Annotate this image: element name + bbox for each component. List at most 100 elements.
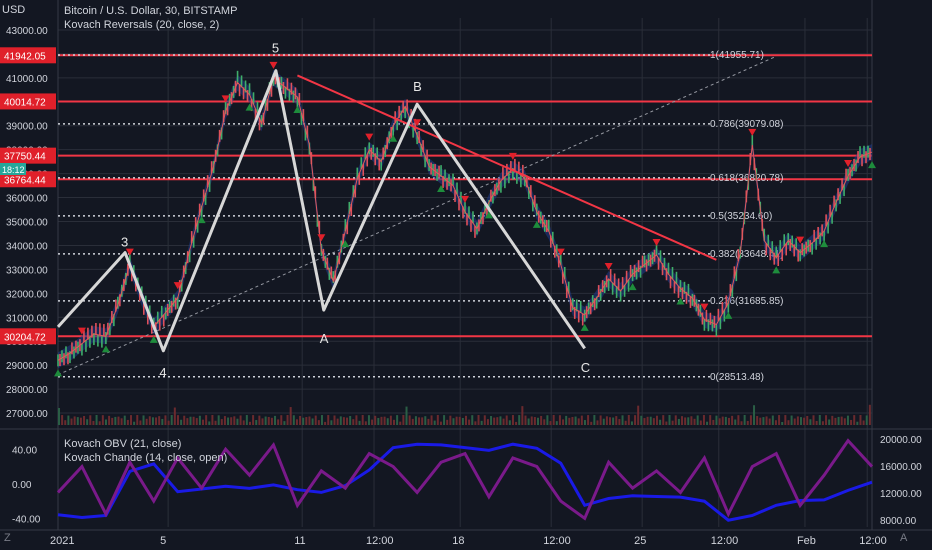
- volume-bar: [151, 417, 154, 425]
- volume-bar: [853, 415, 856, 425]
- volume-bar: [364, 421, 367, 425]
- volume-bar: [408, 415, 411, 425]
- y-tick-label: 33000.00: [6, 265, 48, 276]
- volume-bar: [690, 416, 693, 425]
- price-tag-label: 41942.05: [4, 51, 46, 62]
- volume-bar: [825, 415, 828, 425]
- volume-bar: [493, 417, 496, 425]
- volume-bar: [599, 415, 602, 425]
- x-tick-label: 11: [294, 535, 305, 547]
- timezone-icon[interactable]: Z: [4, 532, 11, 544]
- volume-bar: [746, 420, 749, 425]
- volume-bar: [543, 419, 546, 425]
- volume-bar: [270, 417, 273, 425]
- countdown-bg: [0, 163, 26, 175]
- volume-bar: [533, 417, 536, 425]
- wave-label: A: [320, 331, 329, 346]
- obv-tick-label: 20000.00: [880, 435, 922, 446]
- fib-label: 0.618(36820.78): [710, 173, 783, 184]
- price-line: [57, 76, 873, 361]
- volume-bar: [505, 415, 508, 425]
- volume-bar: [358, 420, 361, 425]
- volume-bar: [596, 420, 599, 425]
- volume-bar: [637, 405, 640, 425]
- volume-bar: [133, 421, 136, 425]
- price-tag-bg: [0, 328, 56, 345]
- volume-bar: [809, 419, 812, 425]
- volume-bar: [781, 421, 784, 425]
- volume-bar: [803, 417, 806, 425]
- volume-bar: [205, 415, 208, 425]
- y-tick-label: 35000.00: [6, 218, 48, 229]
- volume-bar: [859, 415, 862, 425]
- reversal-down-marker: [221, 95, 230, 103]
- volume-bar: [665, 421, 668, 425]
- volume-bar: [58, 408, 60, 425]
- volume-bar: [86, 419, 89, 425]
- volume-bar: [361, 415, 364, 425]
- price-tag-bg: [0, 93, 56, 110]
- volume-bar: [170, 415, 173, 425]
- volume-bar: [580, 415, 583, 425]
- volume-bar: [142, 415, 145, 425]
- chande-tick-label: 40.00: [12, 445, 37, 456]
- volume-bar: [590, 421, 593, 425]
- volume-bar: [480, 420, 483, 425]
- x-tick-label: 12:00: [366, 535, 394, 547]
- volume-bar: [104, 419, 107, 425]
- volume-bar: [662, 415, 665, 425]
- volume-bar: [101, 415, 104, 425]
- volume-bar: [148, 416, 151, 425]
- volume-bar: [414, 416, 417, 425]
- volume-bar: [706, 421, 709, 425]
- volume-bar: [76, 417, 79, 425]
- volume-bar: [311, 418, 314, 425]
- volume-bar: [846, 415, 849, 425]
- reversal-up-marker: [820, 240, 829, 248]
- volume-bar: [558, 415, 561, 425]
- volume-bar: [605, 416, 608, 425]
- currency-label[interactable]: USD: [2, 4, 26, 16]
- indicator-obv: Kovach OBV (21, close): [64, 438, 182, 450]
- volume-bar: [333, 415, 336, 425]
- volume-bar: [828, 419, 831, 425]
- volume-bar: [537, 417, 540, 425]
- volume-bar: [868, 404, 871, 425]
- volume-bar: [449, 415, 452, 425]
- volume-bar: [587, 415, 590, 425]
- volume-bar: [274, 415, 277, 425]
- volume-bar: [317, 420, 320, 425]
- volume-bar: [267, 416, 270, 425]
- volume-bar: [465, 415, 467, 425]
- volume-bar: [73, 416, 76, 425]
- volume-bar: [511, 415, 514, 425]
- volume-bar: [302, 417, 305, 425]
- volume-bar: [527, 418, 530, 425]
- indicator-reversals: Kovach Reversals (20, close, 2): [64, 19, 220, 31]
- fib-label: 0.5(35234.60): [710, 211, 772, 222]
- auto-scale-icon[interactable]: A: [900, 532, 908, 544]
- reversal-up-marker: [149, 335, 158, 343]
- volume-bar: [793, 418, 796, 425]
- volume-bar: [521, 406, 524, 425]
- reversal-down-marker: [556, 248, 565, 256]
- volume-bar: [411, 418, 414, 425]
- volume-bar: [621, 415, 624, 425]
- volume-bar: [837, 416, 840, 425]
- volume-bar: [740, 421, 743, 425]
- volume-bar: [158, 416, 161, 425]
- indicator-chande: Kovach Chande (14, close, open): [64, 452, 228, 464]
- volume-bar: [405, 406, 408, 425]
- reversal-up-marker: [484, 211, 493, 219]
- volume-bar: [502, 418, 505, 425]
- reversal-down-marker: [269, 61, 278, 69]
- volume-bar: [862, 420, 865, 425]
- volume-bar: [474, 421, 477, 425]
- volume-bar: [67, 415, 70, 425]
- volume-bar: [173, 407, 176, 425]
- obv-tick-label: 16000.00: [880, 462, 922, 473]
- volume-bar: [615, 416, 618, 425]
- wave-path: [56, 69, 586, 353]
- volume-bar: [392, 419, 395, 425]
